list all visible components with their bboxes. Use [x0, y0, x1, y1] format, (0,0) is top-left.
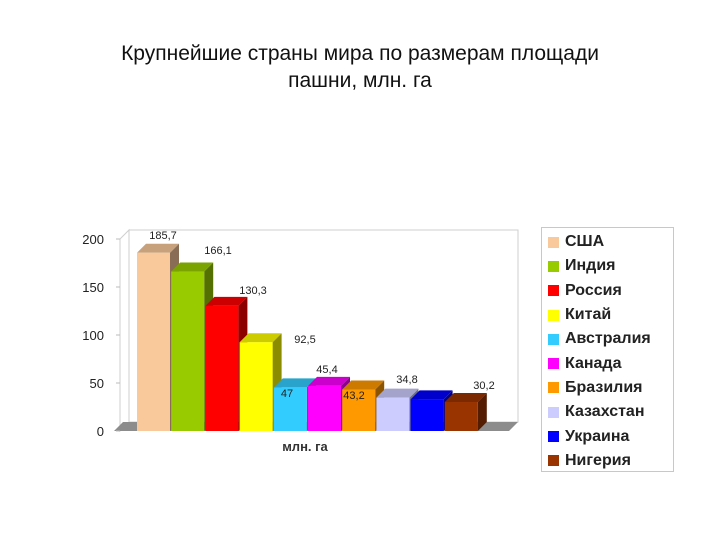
legend-item: Украина [548, 424, 673, 448]
bar-top [444, 393, 487, 403]
legend-item: Китай [548, 303, 673, 327]
legend-label: Индия [565, 257, 616, 275]
x-axis-title: млн. га [282, 439, 328, 454]
data-labels: 185,7 166,1 130,3 92,5 45,4 47 43,2 34,8 30,2 [149, 230, 494, 402]
legend-label: Казахстан [565, 403, 645, 421]
legend-label: Бразилия [565, 378, 643, 396]
legend-swatch [548, 236, 559, 248]
data-label: 43,2 [343, 390, 364, 402]
bar-front [410, 399, 444, 431]
legend-swatch [548, 455, 559, 467]
data-label: 30,2 [473, 380, 494, 392]
bar-front [239, 342, 273, 431]
y-tick-label: 0 [97, 424, 104, 439]
bar-top [171, 262, 214, 272]
legend-swatch [548, 431, 559, 443]
bar-9 [410, 390, 453, 431]
legend-label: Канада [565, 354, 622, 372]
legend-label: Австралия [565, 330, 651, 348]
legend-item: Нигерия [548, 449, 673, 473]
data-label: 166,1 [204, 245, 232, 257]
bar-front [137, 252, 170, 431]
legend-swatch [548, 382, 559, 394]
data-label: 45,4 [316, 364, 337, 376]
bar-front [205, 305, 239, 431]
legend-item: Казахстан [548, 400, 673, 424]
bar-top [273, 378, 316, 388]
legend-label: Украина [565, 427, 630, 445]
bar-front [342, 389, 376, 431]
bar-front [376, 397, 410, 431]
legend-swatch [548, 406, 559, 418]
bar-side [477, 393, 487, 431]
data-label: 34,8 [396, 374, 417, 386]
data-label: 47 [281, 388, 293, 400]
bar-4 [239, 333, 282, 431]
y-tick-label: 100 [82, 328, 104, 343]
y-tick-label: 200 [82, 232, 104, 247]
y-tick-label: 50 [90, 376, 104, 391]
legend-label: Нигерия [565, 451, 631, 469]
bar-top [308, 376, 350, 386]
legend-swatch [548, 358, 559, 370]
data-label: 130,3 [239, 285, 267, 297]
legend-label: Китай [565, 306, 612, 324]
legend-label: США [565, 233, 605, 251]
legend-swatch [548, 333, 559, 345]
bar-top [137, 243, 179, 253]
bar-front [171, 271, 205, 431]
bar-front [273, 387, 307, 431]
side-wall [119, 228, 130, 433]
data-label: 185,7 [149, 230, 177, 242]
bar-top [376, 388, 419, 398]
legend-item: США [548, 230, 673, 254]
legend: США Индия Россия Китай Австралия Канада Бразил… [541, 227, 674, 472]
bar-top [239, 333, 282, 343]
bars [137, 243, 487, 431]
chart-title: Крупнейшие страны мира по размерам площа… [121, 42, 599, 92]
data-label: 92,5 [294, 334, 315, 346]
bar-top [410, 390, 453, 400]
legend-label: Россия [565, 281, 622, 299]
y-tick-label: 150 [82, 280, 104, 295]
bar-10 [444, 393, 487, 431]
legend-swatch [548, 285, 559, 297]
legend-item: Россия [548, 279, 673, 303]
bar-top [342, 380, 385, 390]
bar-top [205, 296, 248, 306]
legend-item: Индия [548, 254, 673, 278]
legend-swatch [548, 260, 559, 272]
legend-swatch [548, 309, 559, 321]
legend-item: Канада [548, 351, 673, 375]
bar-front [308, 385, 341, 431]
y-axis: 0 50 100 150 200 [82, 232, 120, 439]
bar-front [444, 402, 478, 431]
legend-item: Бразилия [548, 376, 673, 400]
legend-item: Австралия [548, 327, 673, 351]
